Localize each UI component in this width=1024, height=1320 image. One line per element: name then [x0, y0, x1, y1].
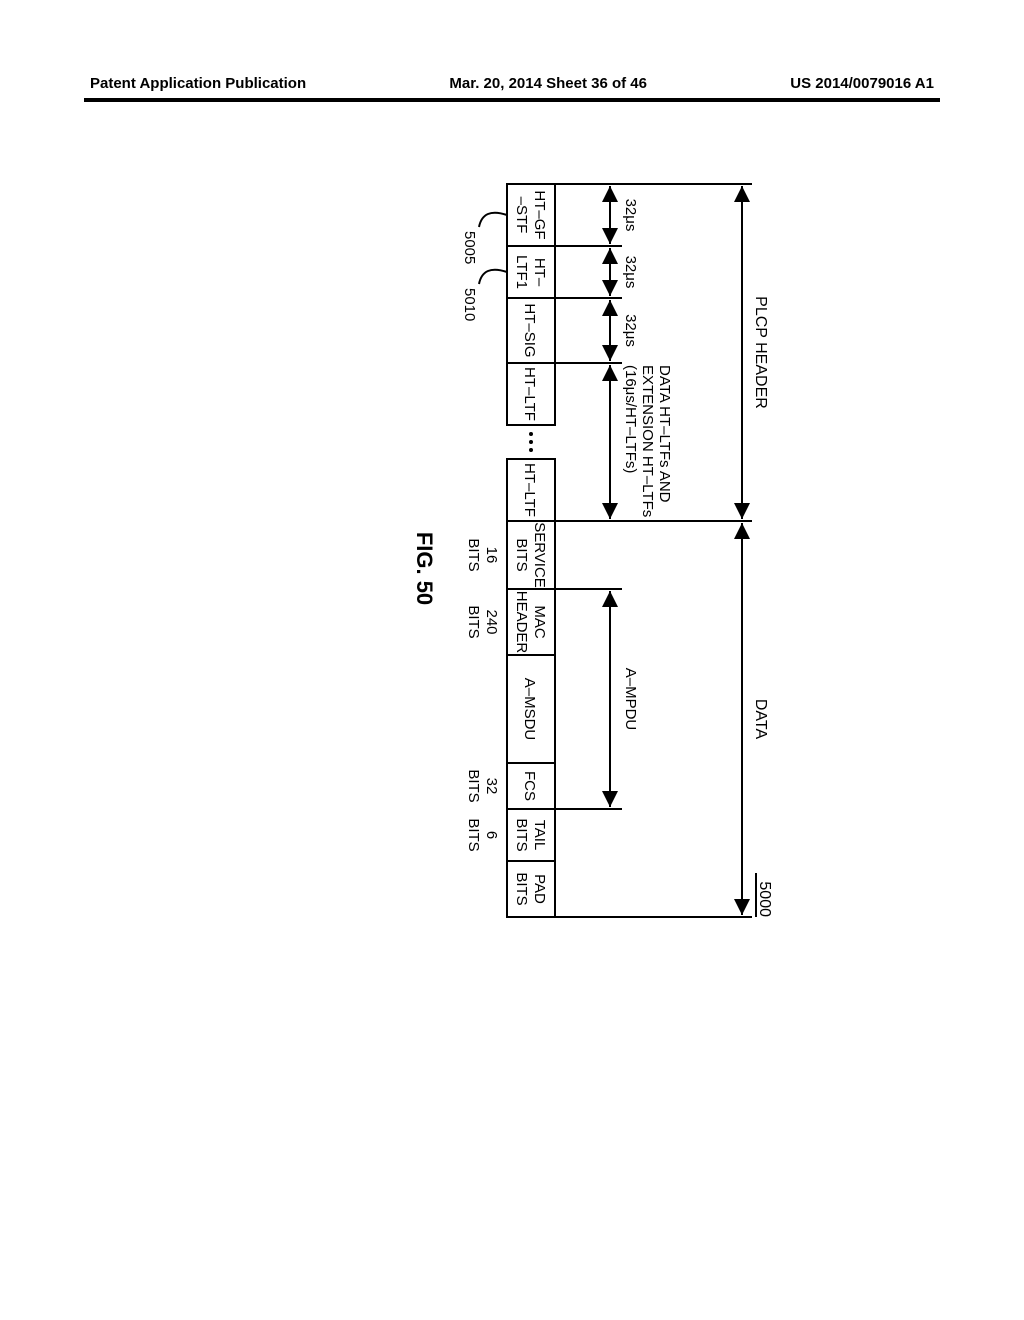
patent-header: Patent Application Publication Mar. 20, …: [90, 75, 934, 92]
svg-text:32: 32: [483, 778, 500, 795]
svg-text:BITS: BITS: [465, 605, 482, 638]
svg-text:32μs: 32μs: [622, 314, 639, 347]
svg-text:BITS: BITS: [465, 769, 482, 802]
svg-text:BITS: BITS: [513, 538, 530, 571]
svg-text:5005: 5005: [461, 231, 478, 264]
header-right: US 2014/0079016 A1: [790, 75, 934, 92]
header-rule: [84, 98, 940, 102]
svg-text:MAC: MAC: [531, 605, 548, 639]
svg-text:EXTENSION HT–LTFs: EXTENSION HT–LTFs: [639, 365, 656, 517]
header-left: Patent Application Publication: [90, 75, 306, 92]
svg-text:BITS: BITS: [465, 538, 482, 571]
svg-text:5000: 5000: [756, 881, 773, 917]
svg-text:BITS: BITS: [465, 818, 482, 851]
svg-text:–STF: –STF: [513, 197, 530, 234]
svg-text:HT–GF: HT–GF: [531, 190, 548, 239]
svg-text:BITS: BITS: [513, 872, 530, 905]
frame-diagram: HT–GF–STF HT–LTF1 HT–SIG HT–LTF HT–LTF SERVIC…: [140, 180, 780, 820]
svg-text:6: 6: [483, 831, 500, 839]
header-center: Mar. 20, 2014 Sheet 36 of 46: [449, 75, 647, 92]
svg-text:FCS: FCS: [521, 771, 538, 801]
svg-text:HEADER: HEADER: [513, 591, 530, 654]
svg-text:240: 240: [483, 609, 500, 634]
svg-text:PAD: PAD: [531, 874, 548, 904]
svg-text:DATA: DATA: [752, 699, 769, 740]
svg-text:16: 16: [483, 547, 500, 564]
svg-text:BITS: BITS: [513, 818, 530, 851]
svg-text:FIG. 50: FIG. 50: [412, 532, 437, 605]
svg-text:HT–LTF: HT–LTF: [521, 463, 538, 517]
svg-text:(16μs/HT–LTFs): (16μs/HT–LTFs): [622, 365, 639, 473]
svg-text:HT–LTF: HT–LTF: [521, 367, 538, 421]
svg-text:DATA HT–LTFs AND: DATA HT–LTFs AND: [656, 365, 673, 503]
svg-text:SERVICE: SERVICE: [531, 522, 548, 588]
svg-text:HT–: HT–: [531, 258, 548, 287]
svg-text:LTF1: LTF1: [513, 255, 530, 289]
svg-text:A–MSDU: A–MSDU: [521, 678, 538, 741]
svg-text:32μs: 32μs: [622, 199, 639, 232]
svg-text:A–MPDU: A–MPDU: [622, 668, 639, 731]
svg-text:32μs: 32μs: [622, 256, 639, 289]
svg-text:PLCP HEADER: PLCP HEADER: [752, 296, 769, 409]
svg-text:5010: 5010: [461, 288, 478, 321]
svg-text:TAIL: TAIL: [531, 820, 548, 851]
svg-text:HT–SIG: HT–SIG: [521, 303, 538, 357]
